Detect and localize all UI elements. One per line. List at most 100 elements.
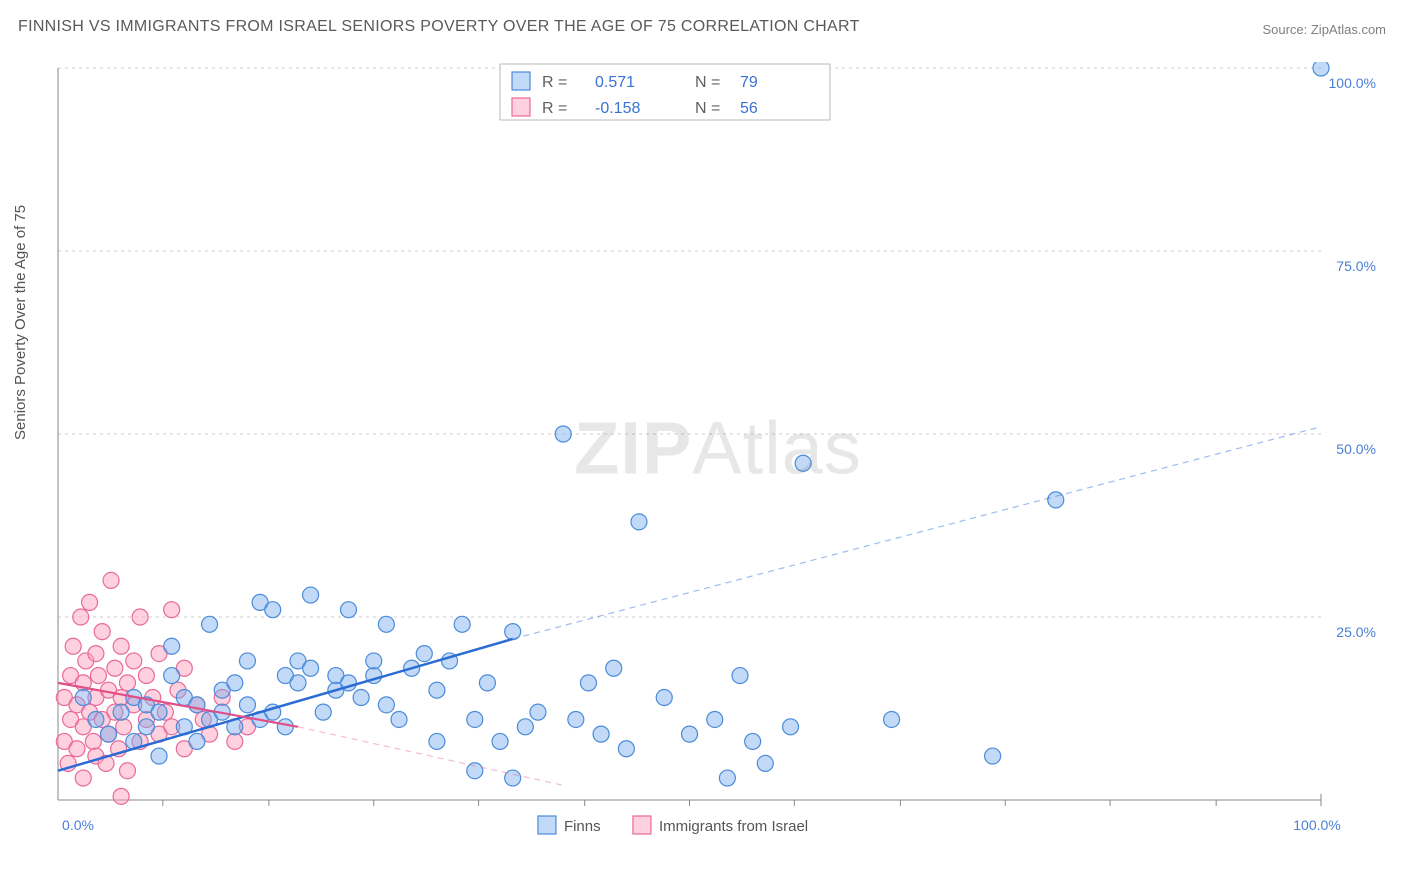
data-point	[416, 646, 432, 662]
chart-title: FINNISH VS IMMIGRANTS FROM ISRAEL SENIOR…	[18, 18, 860, 36]
data-point	[90, 668, 106, 684]
data-point	[103, 572, 119, 588]
data-point	[88, 646, 104, 662]
data-point	[757, 755, 773, 771]
data-point	[94, 624, 110, 640]
data-point	[1313, 62, 1329, 76]
data-point	[164, 638, 180, 654]
x-tick-label: 0.0%	[62, 817, 94, 833]
data-point	[277, 719, 293, 735]
data-point	[745, 733, 761, 749]
data-point	[682, 726, 698, 742]
trend-line-extrapolated	[298, 727, 563, 786]
stat-n-label: N =	[695, 100, 720, 117]
data-point	[530, 704, 546, 720]
data-point	[783, 719, 799, 735]
data-point	[303, 660, 319, 676]
data-point	[580, 675, 596, 691]
data-point	[618, 741, 634, 757]
data-point	[82, 594, 98, 610]
data-point	[126, 653, 142, 669]
stat-r-value: 0.571	[595, 74, 635, 91]
data-point	[239, 653, 255, 669]
data-point	[492, 733, 508, 749]
y-tick-label: 100.0%	[1329, 75, 1376, 91]
stat-n-label: N =	[695, 74, 720, 91]
data-point	[985, 748, 1001, 764]
stat-r-value: -0.158	[595, 100, 640, 117]
legend-swatch	[538, 816, 556, 834]
legend-label: Immigrants from Israel	[659, 818, 808, 835]
y-tick-label: 75.0%	[1336, 258, 1376, 274]
data-point	[353, 690, 369, 706]
data-point	[73, 609, 89, 625]
data-point	[75, 690, 91, 706]
data-point	[568, 711, 584, 727]
data-point	[795, 455, 811, 471]
data-point	[429, 682, 445, 698]
stat-r-label: R =	[542, 100, 567, 117]
data-point	[227, 733, 243, 749]
data-point	[378, 697, 394, 713]
data-point	[1048, 492, 1064, 508]
data-point	[151, 748, 167, 764]
data-point	[119, 763, 135, 779]
data-point	[65, 638, 81, 654]
data-point	[107, 660, 123, 676]
data-point	[85, 733, 101, 749]
data-point	[116, 719, 132, 735]
stat-swatch	[512, 72, 530, 90]
data-point	[340, 602, 356, 618]
y-tick-label: 25.0%	[1336, 624, 1376, 640]
data-point	[239, 697, 255, 713]
data-point	[467, 711, 483, 727]
stat-r-label: R =	[542, 74, 567, 91]
data-point	[101, 726, 117, 742]
data-point	[315, 704, 331, 720]
legend-label: Finns	[564, 818, 601, 835]
data-point	[303, 587, 319, 603]
data-point	[290, 675, 306, 691]
correlation-chart: 25.0% 50.0% 75.0% 100.0% 0.0% 100.0% R = 0.571 N…	[50, 62, 1386, 842]
data-point	[467, 763, 483, 779]
data-point	[227, 675, 243, 691]
data-point	[113, 788, 129, 804]
data-point	[119, 675, 135, 691]
data-point	[479, 675, 495, 691]
data-point	[707, 711, 723, 727]
trend-line-extrapolated	[513, 427, 1321, 639]
stat-n-value: 79	[740, 74, 758, 91]
data-point	[75, 770, 91, 786]
data-point	[164, 668, 180, 684]
data-point	[138, 719, 154, 735]
data-point	[517, 719, 533, 735]
y-axis-label: Seniors Poverty Over the Age of 75	[12, 205, 29, 440]
data-point	[113, 638, 129, 654]
data-point	[69, 741, 85, 757]
data-point	[132, 609, 148, 625]
data-point	[555, 426, 571, 442]
data-point	[189, 733, 205, 749]
y-tick-label: 50.0%	[1336, 441, 1376, 457]
data-point	[631, 514, 647, 530]
stat-n-value: 56	[740, 100, 758, 117]
data-point	[164, 602, 180, 618]
data-point	[884, 711, 900, 727]
data-point	[454, 616, 470, 632]
data-point	[88, 711, 104, 727]
x-tick-label: 100.0%	[1293, 817, 1340, 833]
data-point	[391, 711, 407, 727]
data-point	[656, 690, 672, 706]
data-point	[113, 704, 129, 720]
data-point	[429, 733, 445, 749]
data-point	[606, 660, 622, 676]
data-point	[378, 616, 394, 632]
source-attribution: Source: ZipAtlas.com	[1262, 22, 1386, 37]
stat-swatch	[512, 98, 530, 116]
plot-area: ZIPAtlas 25.0%50.0%75.0%100.0%0.0%100.0%…	[50, 62, 1386, 842]
data-point	[202, 616, 218, 632]
data-point	[719, 770, 735, 786]
data-point	[366, 653, 382, 669]
data-point	[151, 704, 167, 720]
data-point	[265, 602, 281, 618]
